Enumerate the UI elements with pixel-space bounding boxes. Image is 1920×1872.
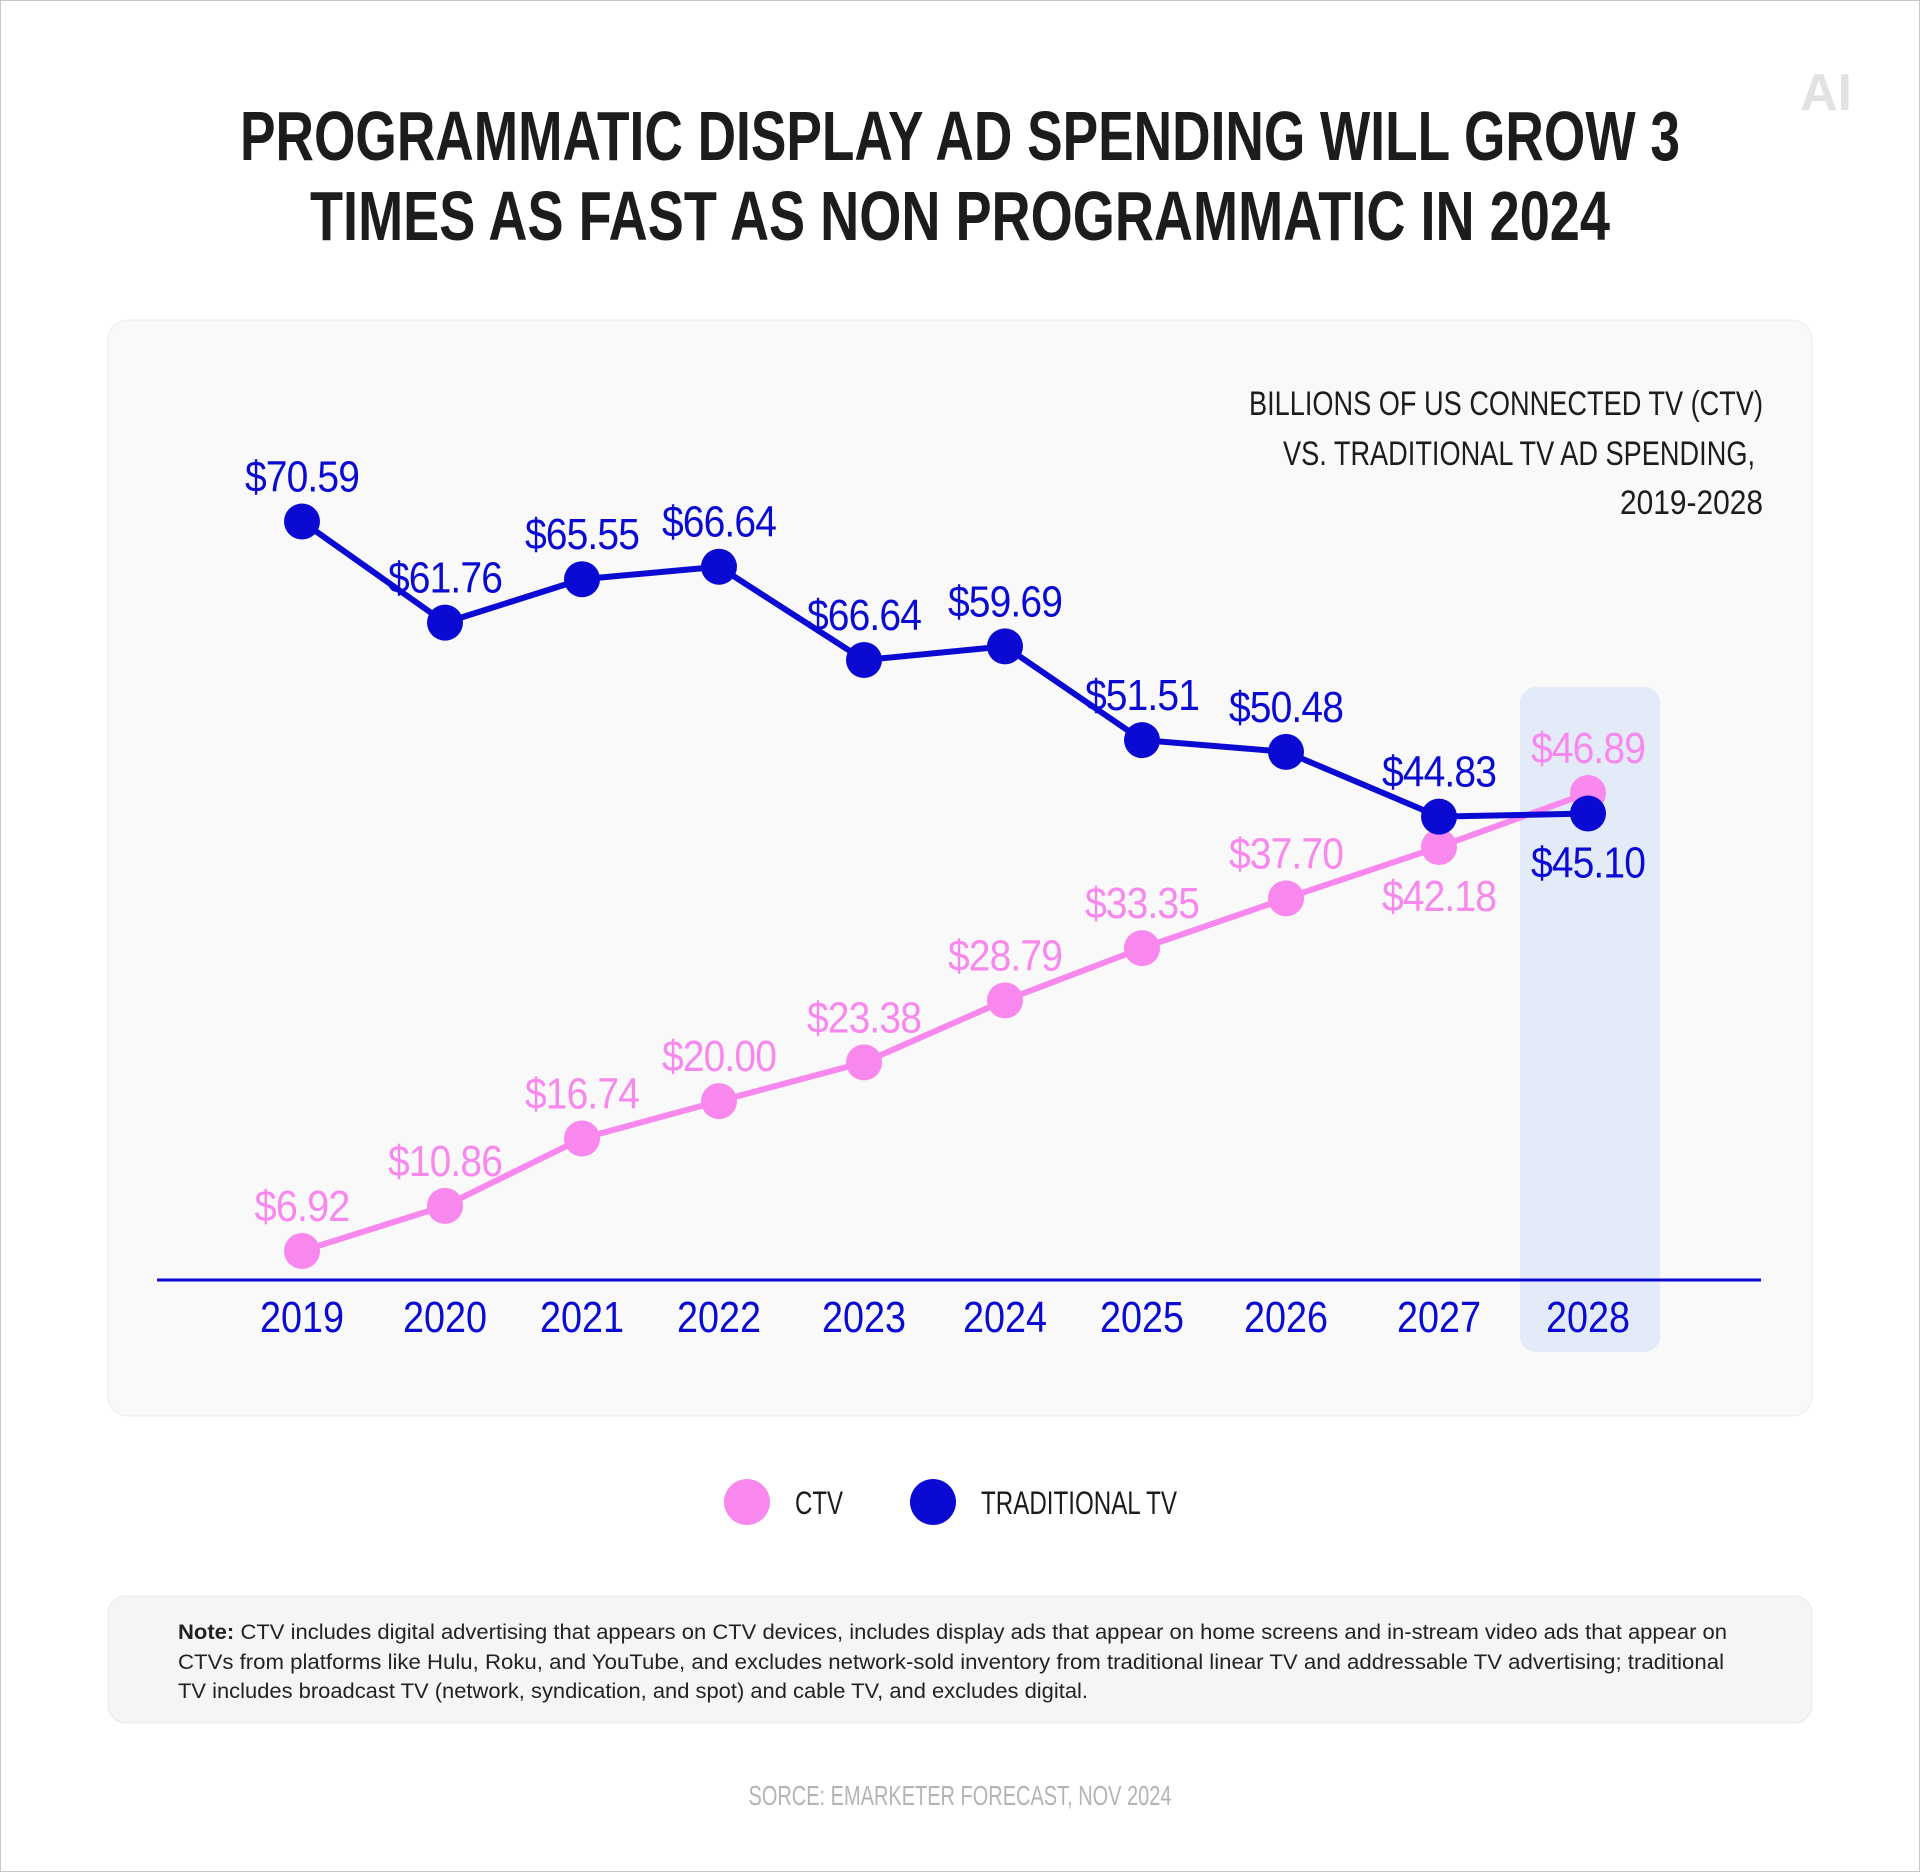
legend-ctv-label: CTV	[795, 1485, 843, 1521]
ctv-data-label-2024: $28.79	[948, 931, 1062, 980]
traditional-point-2024	[987, 628, 1023, 665]
traditional-data-label-2027: $44.83	[1382, 748, 1496, 797]
ctv-data-label-2025: $33.35	[1085, 879, 1199, 928]
ctv-point-2026	[1268, 880, 1304, 917]
note-line-3: TV includes broadcast TV (network, syndi…	[178, 1680, 1088, 1703]
ctv-point-2027	[1421, 828, 1457, 865]
legend-traditional-label: TRADITIONAL TV	[981, 1485, 1177, 1521]
ctv-point-2022	[701, 1083, 737, 1120]
ctv-point-2025	[1124, 930, 1160, 967]
traditional-point-2026	[1268, 733, 1304, 770]
traditional-point-2025	[1124, 722, 1160, 759]
legend-ctv-marker	[724, 1479, 770, 1525]
traditional-data-label-2024: $59.69	[948, 577, 1062, 626]
plot-area: $6.92 $10.86 $16.74 $20.00 $23.38 $28.79 $33.3…	[245, 452, 1646, 1269]
traditional-point-2027	[1421, 798, 1457, 835]
ctv-data-label-2019: $6.92	[255, 1182, 350, 1231]
ctv-point-2020	[427, 1187, 463, 1224]
ctv-data-label-2027: $42.18	[1382, 872, 1496, 921]
source-text: SORCE: EMARKETER FORECAST, NOV 2024	[749, 1780, 1172, 1811]
x-tick-label-2020: 2020	[403, 1293, 487, 1342]
ctv-data-label-2022: $20.00	[662, 1032, 776, 1081]
traditional-data-label-2028: $45.10	[1531, 839, 1645, 888]
x-tick-label-2024: 2024	[963, 1293, 1047, 1342]
x-tick-label-2026: 2026	[1244, 1293, 1328, 1342]
brand-logo: AI	[1800, 64, 1852, 122]
note-label: Note:	[178, 1621, 234, 1644]
traditional-data-label-2021: $65.55	[525, 510, 639, 559]
ctv-data-label-2023: $23.38	[807, 993, 921, 1042]
ctv-point-2019	[284, 1233, 320, 1269]
traditional-data-label-2026: $50.48	[1229, 683, 1343, 732]
traditional-data-label-2025: $51.51	[1085, 671, 1199, 720]
ctv-data-label-2021: $16.74	[525, 1069, 639, 1118]
traditional-data-label-2020: $61.76	[388, 554, 502, 603]
highlight-2028	[1520, 687, 1660, 1352]
ctv-data-label-2020: $10.86	[388, 1137, 502, 1186]
ctv-line	[301, 790, 1590, 1254]
traditional-data-label-2023: $66.64	[807, 591, 921, 640]
legend: CTV TRADITIONAL TV	[724, 1479, 1177, 1525]
ctv-point-2023	[846, 1044, 882, 1081]
title-line-1: PROGRAMMATIC DISPLAY AD SPENDING WILL GR…	[240, 97, 1680, 175]
note-line-1: Note: CTV includes digital advertising th…	[178, 1621, 1727, 1644]
ctv-data-label-2026: $37.70	[1229, 829, 1343, 878]
legend-traditional-marker	[910, 1479, 956, 1525]
x-tick-label-2027: 2027	[1397, 1293, 1481, 1342]
x-tick-labels: 2019 2020 2021 2022 2023 2024 2025 2026 2027 2028	[260, 1293, 1630, 1342]
ctv-point-2021	[564, 1120, 600, 1157]
chart-subtitle-line-1: BILLIONS OF US CONNECTED TV (CTV)	[1249, 385, 1763, 423]
traditional-point-2023	[846, 641, 882, 678]
note-box	[107, 1595, 1813, 1724]
x-tick-label-2022: 2022	[677, 1293, 761, 1342]
traditional-point-2020	[427, 604, 463, 641]
traditional-data-label-2019: $70.59	[245, 452, 359, 501]
ctv-point-2024	[987, 982, 1023, 1019]
ctv-data-label-2028: $46.89	[1531, 724, 1645, 773]
traditional-point-2019	[284, 503, 320, 540]
x-tick-label-2021: 2021	[540, 1293, 624, 1342]
x-tick-label-2019: 2019	[260, 1293, 344, 1342]
x-tick-label-2023: 2023	[822, 1293, 906, 1342]
title-line-2: TIMES AS FAST AS NON PROGRAMMATIC IN 202…	[310, 177, 1610, 255]
note-text-1: CTV includes digital advertising that ap…	[240, 1621, 1727, 1644]
x-tick-label-2028: 2028	[1546, 1293, 1630, 1342]
chart-subtitle-line-2: VS. TRADITIONAL TV AD SPENDING,	[1283, 435, 1755, 473]
x-tick-label-2025: 2025	[1100, 1293, 1184, 1342]
traditional-point-2028	[1570, 795, 1606, 832]
traditional-data-label-2022: $66.64	[662, 498, 776, 547]
traditional-point-2022	[701, 548, 737, 585]
traditional-point-2021	[564, 561, 600, 598]
note-line-2: CTVs from platforms like Hulu, Roku, and…	[178, 1651, 1724, 1674]
chart-subtitle-line-3: 2019-2028	[1620, 484, 1763, 522]
traditional-line	[300, 519, 1589, 820]
